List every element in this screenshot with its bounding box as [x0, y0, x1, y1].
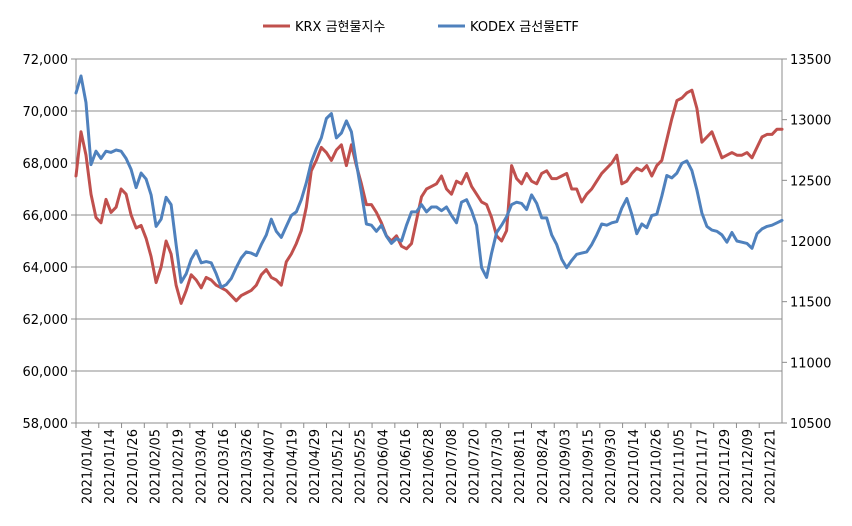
y-left-tick-label: 64,000 — [23, 261, 69, 276]
y-left-tick-label: 72,000 — [23, 53, 69, 68]
x-tick-label: 2021/04/07 — [263, 429, 278, 504]
x-tick-label: 2021/04/29 — [308, 429, 323, 504]
x-tick-label: 2021/10/14 — [627, 429, 642, 504]
gridlines — [76, 58, 782, 424]
x-tick-label: 2021/01/26 — [126, 429, 141, 504]
y-right-tick-label: 12000 — [790, 235, 831, 250]
y-right-tick-label: 13500 — [790, 53, 831, 68]
series-line-0 — [74, 88, 784, 305]
x-tick-label: 2021/05/25 — [354, 429, 369, 504]
axes — [75, 59, 783, 424]
x-tick-label: 2021/06/28 — [422, 429, 437, 504]
x-tick-label: 2021/12/09 — [741, 429, 756, 504]
x-tick-label: 2021/08/11 — [513, 429, 528, 504]
x-tick-label: 2021/02/19 — [171, 429, 186, 504]
x-tick-label: 2021/05/12 — [331, 429, 346, 504]
x-tick-label: 2021/09/15 — [581, 429, 596, 504]
y-left-tick-label: 60,000 — [23, 365, 69, 380]
y-axis-left-ticks: 58,000 60,000 62,000 64,000 66,000 68,000 70,0… — [23, 53, 76, 432]
x-tick-label: 2021/06/16 — [399, 429, 414, 504]
x-tick-label: 2021/09/30 — [604, 429, 619, 504]
x-tick-label: 2021/11/05 — [673, 429, 688, 504]
y-left-tick-label: 62,000 — [23, 313, 69, 328]
legend-label: KRX 금현물지수 — [295, 20, 385, 35]
x-tick-label: 2021/12/21 — [764, 429, 779, 504]
x-tick-label: 2021/07/20 — [468, 429, 483, 504]
y-left-tick-label: 66,000 — [23, 209, 69, 224]
y-right-tick-label: 11500 — [790, 296, 831, 311]
x-tick-label: 2021/10/26 — [650, 429, 665, 504]
y-right-tick-label: 12500 — [790, 174, 831, 189]
legend: KRX 금현물지수 KODEX 금선물ETF — [263, 20, 579, 35]
y-left-tick-label: 58,000 — [23, 417, 69, 432]
x-tick-label: 2021/09/03 — [559, 429, 574, 504]
x-tick-label: 2021/04/19 — [285, 429, 300, 504]
x-tick-label: 2021/03/26 — [240, 429, 255, 504]
legend-label: KODEX 금선물ETF — [470, 20, 579, 35]
y-right-tick-label: 11000 — [790, 356, 831, 371]
x-tick-label: 2021/06/04 — [376, 429, 391, 504]
x-tick-label: 2021/08/24 — [536, 429, 551, 504]
x-tick-label: 2021/03/16 — [217, 429, 232, 504]
x-tick-label: 2021/01/14 — [103, 429, 118, 504]
x-tick-label: 2021/01/04 — [80, 429, 95, 504]
y-axis-right-ticks: 10500 11000 11500 12000 12500 13000 13500 — [782, 53, 831, 432]
y-left-tick-label: 68,000 — [23, 157, 69, 172]
x-tick-label: 2021/03/04 — [194, 429, 209, 504]
y-right-tick-label: 13000 — [790, 114, 831, 129]
series-lines — [74, 74, 784, 305]
x-tick-label: 2021/11/29 — [718, 429, 733, 504]
x-tick-label: 2021/11/17 — [695, 429, 710, 504]
x-tick-label: 2021/07/08 — [445, 429, 460, 504]
y-left-tick-label: 70,000 — [23, 105, 69, 120]
series-line-1 — [74, 74, 784, 289]
y-right-tick-label: 10500 — [790, 417, 831, 432]
x-tick-label: 2021/07/30 — [490, 429, 505, 504]
x-axis-ticks: 2021/01/04 2021/01/14 2021/01/26 2021/02/05… — [75, 423, 779, 504]
x-tick-label: 2021/02/05 — [149, 429, 164, 504]
